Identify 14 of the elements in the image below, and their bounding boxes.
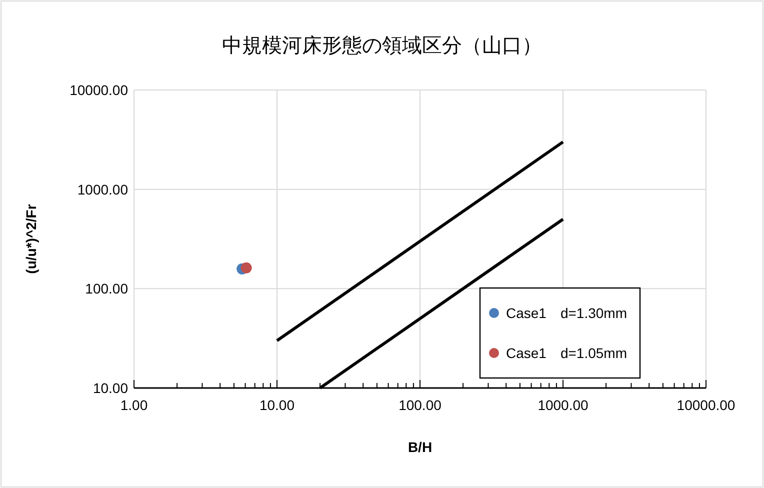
x-tick-label: 1000.00 <box>538 397 589 413</box>
x-tick-label: 1.00 <box>120 397 148 413</box>
x-tick-label: 10.00 <box>259 397 295 413</box>
legend-label: Case1 d=1.05mm <box>506 345 628 361</box>
y-tick-label: 100.00 <box>85 280 128 297</box>
legend-label: Case1 d=1.30mm <box>506 305 628 321</box>
x-axis-title: B/H <box>408 439 432 455</box>
x-tick-label: 100.00 <box>398 397 442 413</box>
y-tick-label: 10.00 <box>92 380 128 396</box>
y-tick-label: 10000.00 <box>70 82 128 98</box>
x-tick-label: 10000.00 <box>676 397 736 413</box>
y-tick-label: 1000.00 <box>77 181 128 198</box>
chart-title: 中規模河床形態の領域区分（山口） <box>222 35 542 57</box>
y-axis-title: (u/u*)^2/Fr <box>23 204 39 274</box>
